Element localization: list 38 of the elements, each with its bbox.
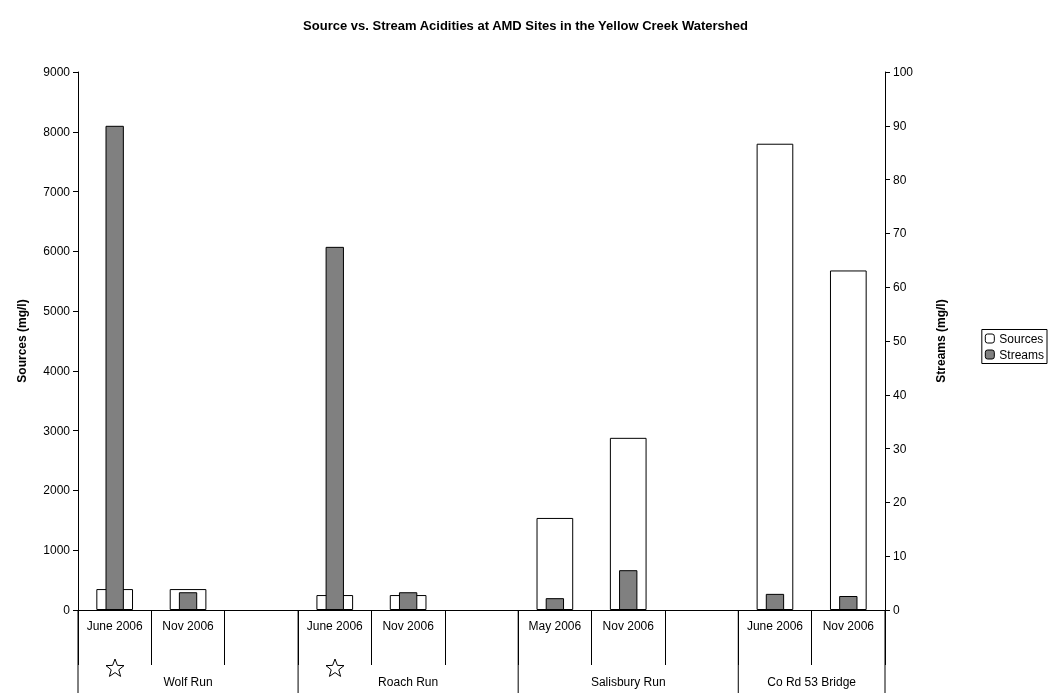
x-tick-label: Nov 2006 xyxy=(162,618,215,633)
legend-label: Streams xyxy=(999,347,1045,362)
x-tick-label: June 2006 xyxy=(746,618,804,633)
y2-tick-label: 30 xyxy=(893,441,907,456)
y-tick-label: 5000 xyxy=(43,304,71,319)
y-tick-label: 1000 xyxy=(43,543,71,558)
x-tick-label: May 2006 xyxy=(528,618,582,633)
x-tick-label: Nov 2006 xyxy=(382,618,435,633)
y-tick-label: 0 xyxy=(63,603,71,617)
y-tick-label: 2000 xyxy=(43,483,71,498)
y-tick-label: 7000 xyxy=(43,184,71,199)
text: Wolf Run xyxy=(163,675,213,689)
y-tick-label: 4000 xyxy=(43,363,71,378)
y2-tick-label: 0 xyxy=(893,603,900,617)
y-tick-label: 3000 xyxy=(43,423,71,438)
y2-tick-label: 10 xyxy=(893,549,907,564)
y-axis-title: Sources (mg/l) xyxy=(15,299,29,383)
y2-tick-label: 90 xyxy=(893,118,907,133)
y2-tick-label: 20 xyxy=(893,495,907,510)
text: Roach Run xyxy=(378,675,439,689)
y2-tick-label: 100 xyxy=(893,65,914,79)
x-tick-label: June 2006 xyxy=(306,618,364,633)
x-tick-label: Nov 2006 xyxy=(602,618,655,633)
text: Salisbury Run xyxy=(590,675,666,689)
y-tick-label: 6000 xyxy=(43,244,71,259)
x-tick-label: Nov 2006 xyxy=(822,618,875,633)
text: Co Rd 53 Bridge xyxy=(767,675,857,689)
y-tick-label: 9000 xyxy=(43,65,71,79)
y2-tick-label: 80 xyxy=(893,172,907,187)
y2-tick-label: 60 xyxy=(893,280,907,295)
y2-tick-label: 50 xyxy=(893,334,907,348)
legend-label: Sources xyxy=(999,331,1044,346)
y2-tick-label: 70 xyxy=(893,226,907,241)
y2-axis-title: Streams (mg/l) xyxy=(934,299,948,383)
y2-tick-label: 40 xyxy=(893,387,907,402)
y-tick-label: 8000 xyxy=(43,124,71,139)
chart-title: Source vs. Stream Acidities at AMD Sites in the Yellow Creek Watershed xyxy=(303,18,748,33)
x-tick-label: June 2006 xyxy=(86,618,144,633)
